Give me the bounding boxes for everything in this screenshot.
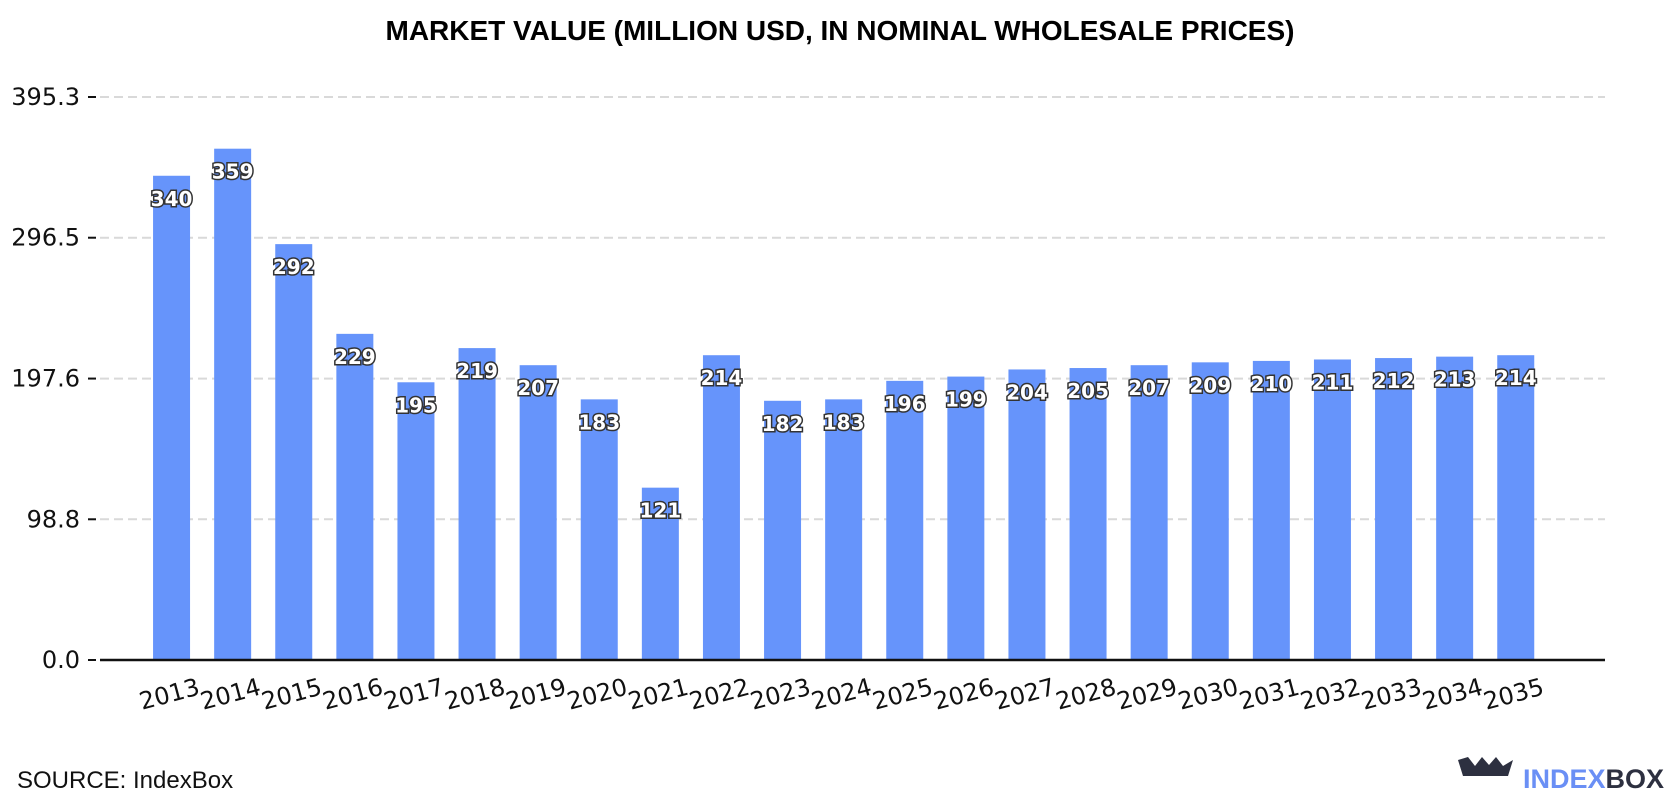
bar (764, 400, 802, 660)
x-tick-label: 2034 (1419, 673, 1485, 716)
x-tick-label: 2022 (686, 673, 752, 716)
value-label: 209 (1189, 373, 1231, 397)
bar (1497, 355, 1535, 660)
x-tick-label: 2016 (320, 673, 386, 716)
bar (519, 365, 557, 660)
value-label: 199 (945, 388, 987, 412)
x-tick-label: 2032 (1297, 673, 1363, 716)
x-tick-label: 2023 (747, 673, 813, 716)
bar (886, 380, 924, 660)
x-tick-label: 2018 (442, 673, 508, 716)
logo-part: BOX (1606, 764, 1665, 794)
x-tick-label: 2028 (1053, 673, 1119, 716)
x-tick-label: 2024 (808, 673, 874, 716)
x-tick-label: 2033 (1358, 673, 1424, 716)
value-label: 213 (1434, 368, 1476, 392)
x-tick-label: 2020 (564, 673, 630, 716)
bar (397, 382, 435, 660)
x-tick-label: 2019 (503, 673, 569, 716)
x-tick-label: 2021 (625, 673, 691, 716)
value-label: 196 (884, 392, 926, 416)
bar (702, 355, 740, 660)
x-tick-label: 2031 (1236, 673, 1302, 716)
y-tick-label: 0.0 (42, 646, 80, 674)
value-label: 211 (1312, 370, 1354, 394)
value-label: 207 (1128, 376, 1170, 400)
value-label: 292 (273, 255, 315, 279)
value-label: 207 (517, 376, 559, 400)
bar (1313, 359, 1351, 660)
value-label: 210 (1250, 372, 1292, 396)
logo: INDEXBOX (1458, 757, 1664, 794)
bar (1069, 368, 1107, 660)
value-label: 214 (1495, 366, 1537, 390)
x-tick-label: 2030 (1175, 673, 1241, 716)
value-label: 214 (701, 366, 743, 390)
bar (641, 487, 679, 660)
value-label: 340 (151, 187, 193, 211)
bar (1375, 358, 1413, 660)
bar (1252, 360, 1290, 660)
bar (336, 333, 374, 660)
x-tick-label: 2035 (1481, 673, 1547, 716)
value-label: 205 (1067, 379, 1109, 403)
logo-icon (1458, 757, 1513, 776)
bar (214, 148, 252, 661)
bar (947, 376, 985, 660)
value-label: 359 (212, 160, 254, 184)
x-tick-label: 2026 (931, 673, 997, 716)
value-label: 229 (334, 345, 376, 369)
x-tick-label: 2014 (197, 673, 263, 716)
x-tick-label: 2029 (1114, 673, 1180, 716)
y-tick-label: 98.8 (27, 505, 80, 533)
bar (825, 399, 863, 660)
bar (1436, 356, 1474, 660)
bar (1191, 362, 1229, 660)
bar (1008, 369, 1046, 660)
value-label: 183 (823, 410, 865, 434)
y-tick-label: 395.3 (11, 83, 80, 111)
x-tick-label: 2013 (136, 673, 202, 716)
value-label: 212 (1373, 369, 1415, 393)
value-label: 183 (578, 410, 620, 434)
logo-text: INDEXBOX (1523, 764, 1664, 794)
source: SOURCE: IndexBox (17, 767, 233, 794)
y-tick-label: 296.5 (11, 224, 80, 252)
bar (153, 175, 191, 660)
value-label: 182 (762, 412, 804, 436)
bar (580, 399, 618, 660)
value-label: 204 (1006, 380, 1048, 404)
value-label: 121 (639, 499, 681, 523)
bar (275, 244, 313, 660)
bar (1130, 365, 1168, 660)
x-tick-label: 2025 (870, 673, 936, 716)
y-tick-label: 197.6 (11, 365, 80, 393)
value-label: 219 (456, 359, 498, 383)
x-tick-label: 2015 (259, 673, 325, 716)
x-tick-label: 2027 (992, 673, 1058, 716)
chart-title: MARKET VALUE (MILLION USD, IN NOMINAL WH… (386, 15, 1295, 46)
bar (458, 348, 496, 660)
logo-part: INDEX (1523, 764, 1606, 794)
x-tick-label: 2017 (381, 673, 447, 716)
value-label: 195 (395, 393, 437, 417)
